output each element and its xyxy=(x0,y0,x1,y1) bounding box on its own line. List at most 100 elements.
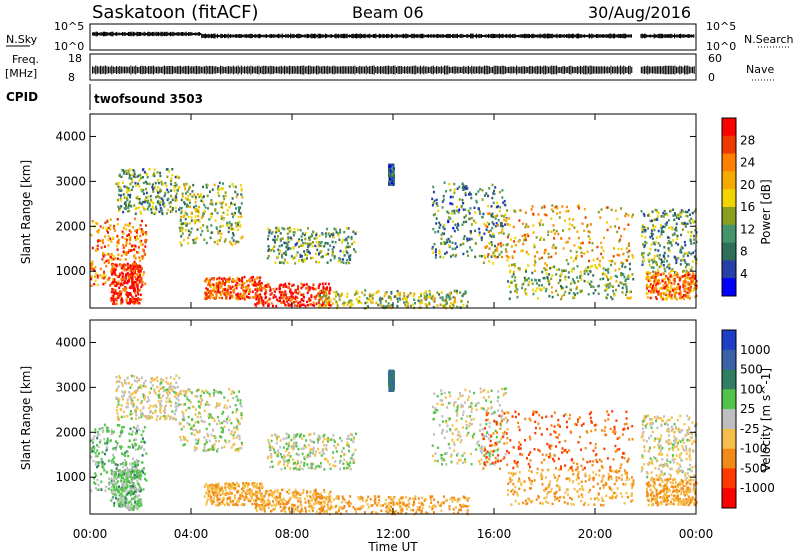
power-cell-7-120 xyxy=(319,294,321,297)
nsky-sample xyxy=(612,33,614,39)
power-cell-10-93 xyxy=(628,242,630,245)
power-cell-4-233 xyxy=(227,280,230,284)
power-cell-10-59 xyxy=(525,223,528,226)
power-cell-1-89 xyxy=(111,297,114,301)
freq-sample xyxy=(322,65,324,75)
power-cell-5-133 xyxy=(313,304,316,307)
velocity-cell-0-101 xyxy=(119,431,122,434)
nsky-sample xyxy=(652,34,654,38)
power-cell-8-253 xyxy=(390,176,393,179)
power-cell-3-174 xyxy=(216,239,219,242)
power-cell-12-238 xyxy=(662,211,665,215)
power-cell-2-23 xyxy=(126,198,129,202)
nsky-sample xyxy=(590,34,592,38)
power-cell-4-201 xyxy=(235,296,238,299)
nsky-sample xyxy=(425,34,427,38)
power-cell-12-213 xyxy=(659,235,661,238)
nsky-sample xyxy=(129,32,131,36)
power-cell-12-184 xyxy=(682,222,685,225)
power-cell-4-91 xyxy=(208,295,211,298)
power-cell-11-75 xyxy=(545,268,548,271)
power-cell-9-70 xyxy=(449,202,452,205)
power-cell-0-84 xyxy=(108,226,110,230)
power-cell-2-227 xyxy=(148,202,151,205)
power-cell-12-53 xyxy=(689,221,692,225)
power-cell-9-138 xyxy=(462,220,465,224)
power-cell-12-220 xyxy=(660,215,663,218)
power-cell-13-209 xyxy=(666,289,669,292)
power-cell-8-209 xyxy=(392,176,395,179)
power-cell-10-184 xyxy=(547,252,550,256)
power-cell-13-119 xyxy=(645,292,648,295)
power-cell-11-51 xyxy=(569,288,572,291)
nsky-sample xyxy=(240,34,242,38)
power-cell-13-190 xyxy=(673,282,676,286)
power-cell-4-248 xyxy=(227,292,230,296)
power-cell-6-191 xyxy=(328,235,331,238)
power-cell-6-47 xyxy=(346,251,349,255)
nsky-sample xyxy=(216,33,218,39)
nsky-sample xyxy=(468,34,470,37)
power-cell-5-231 xyxy=(284,303,287,307)
nsky-sample xyxy=(430,33,432,38)
power-cell-3-113 xyxy=(227,230,230,234)
nsky-sample xyxy=(381,34,383,38)
nsky-sample xyxy=(645,33,647,39)
power-cell-3-118 xyxy=(235,225,238,228)
power-cell-7-43 xyxy=(353,293,356,296)
power-cell-0-246 xyxy=(95,249,98,252)
power-cell-11-165 xyxy=(564,290,567,294)
power-cell-9-258 xyxy=(503,199,506,203)
velocity-cell-0-224 xyxy=(119,463,122,466)
power-cell-6-242 xyxy=(301,260,304,263)
nsky-sample xyxy=(599,34,601,38)
freq-sample xyxy=(551,65,553,75)
freq-sample xyxy=(282,66,284,74)
power-cell-1-208 xyxy=(125,277,128,280)
power-cell-9-248 xyxy=(462,202,464,205)
power-cell-11-0 xyxy=(514,264,516,268)
power-cell-7-64 xyxy=(390,292,393,295)
power-cell-7-203 xyxy=(444,299,447,302)
power-cell-4-224 xyxy=(227,284,230,288)
power-cell-12-160 xyxy=(681,246,684,250)
power-cell-12-224 xyxy=(670,241,673,245)
nsky-sample xyxy=(332,34,334,38)
power-cell-11-40 xyxy=(544,268,547,272)
power-cell-13-172 xyxy=(656,290,659,293)
nsky-sample xyxy=(582,34,584,38)
power-cell-5-195 xyxy=(318,283,321,286)
power-cell-10-127 xyxy=(499,206,502,209)
freq-sample xyxy=(576,66,578,75)
power-cell-4-90 xyxy=(218,296,221,299)
power-cell-7-245 xyxy=(323,294,325,297)
power-cell-2-82 xyxy=(123,207,126,210)
freq-sample xyxy=(672,66,674,74)
power-cell-1-130 xyxy=(120,277,123,281)
nsky-sample xyxy=(93,32,95,36)
velocity-cell-0-41 xyxy=(140,440,143,444)
power-cell-5-237 xyxy=(256,295,259,299)
power-cell-7-118 xyxy=(355,297,358,301)
power-cell-12-256 xyxy=(684,224,687,227)
nsky-sample xyxy=(684,34,686,38)
power-cell-11-231 xyxy=(607,278,610,281)
power-cell-5-229 xyxy=(300,298,303,302)
power-cell-0-183 xyxy=(140,239,143,243)
power-cell-3-28 xyxy=(206,184,209,187)
power-cell-0-251 xyxy=(128,224,131,227)
velocity-cell-0-154 xyxy=(92,441,94,444)
power-cell-11-132 xyxy=(615,288,617,292)
power-cell-12-201 xyxy=(650,229,653,232)
power-cell-4-36 xyxy=(205,278,208,281)
power-cell-13-235 xyxy=(664,281,667,284)
power-cell-12-205 xyxy=(642,251,645,255)
nsky-sample xyxy=(615,34,617,38)
freq-sample xyxy=(268,66,270,74)
nsky-sample xyxy=(185,31,187,37)
power-cell-2-149 xyxy=(178,176,180,179)
nsky-sample xyxy=(396,34,398,38)
power-cell-0-236 xyxy=(105,227,108,231)
power-cell-6-229 xyxy=(338,238,341,241)
power-cell-5-143 xyxy=(329,286,332,290)
